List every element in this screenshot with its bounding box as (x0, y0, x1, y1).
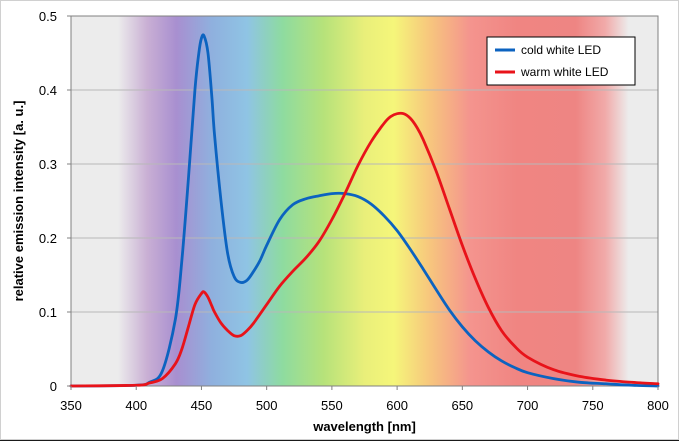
y-axis-ticks: 0 0.1 0.2 0.3 0.4 0.5 (39, 9, 71, 394)
legend-label-warm-white: warm white LED (520, 65, 609, 79)
x-tick-label: 750 (582, 398, 604, 413)
y-tick-label: 0.4 (39, 83, 57, 98)
legend-box (486, 36, 636, 86)
x-tick-label: 650 (451, 398, 473, 413)
x-tick-label: 400 (125, 398, 147, 413)
y-tick-label: 0 (50, 379, 57, 394)
x-tick-label: 450 (191, 398, 213, 413)
x-axis-title: wavelength [nm] (312, 419, 416, 434)
x-tick-label: 800 (647, 398, 669, 413)
x-tick-label: 550 (321, 398, 343, 413)
x-tick-label: 500 (256, 398, 278, 413)
y-axis-title: relative emission intensity [a. u.] (11, 101, 26, 302)
y-tick-label: 0.5 (39, 9, 57, 24)
y-tick-label: 0.3 (39, 157, 57, 172)
series-line-cold-white-led (69, 33, 660, 388)
x-tick-label: 700 (517, 398, 539, 413)
gridlines (71, 89, 658, 313)
x-tick-label: 350 (60, 398, 82, 413)
series-layer (69, 33, 660, 388)
legend: cold white LED warm white LED (486, 36, 636, 86)
y-tick-label: 0.1 (39, 305, 57, 320)
x-axis-ticks: 350 400 450 500 550 600 650 700 750 800 (60, 386, 669, 413)
legend-label-cold-white: cold white LED (521, 43, 601, 57)
x-tick-label: 600 (386, 398, 408, 413)
series-line-warm-white-led (69, 111, 660, 388)
plot-area-border (70, 15, 659, 387)
y-tick-label: 0.2 (39, 231, 57, 246)
